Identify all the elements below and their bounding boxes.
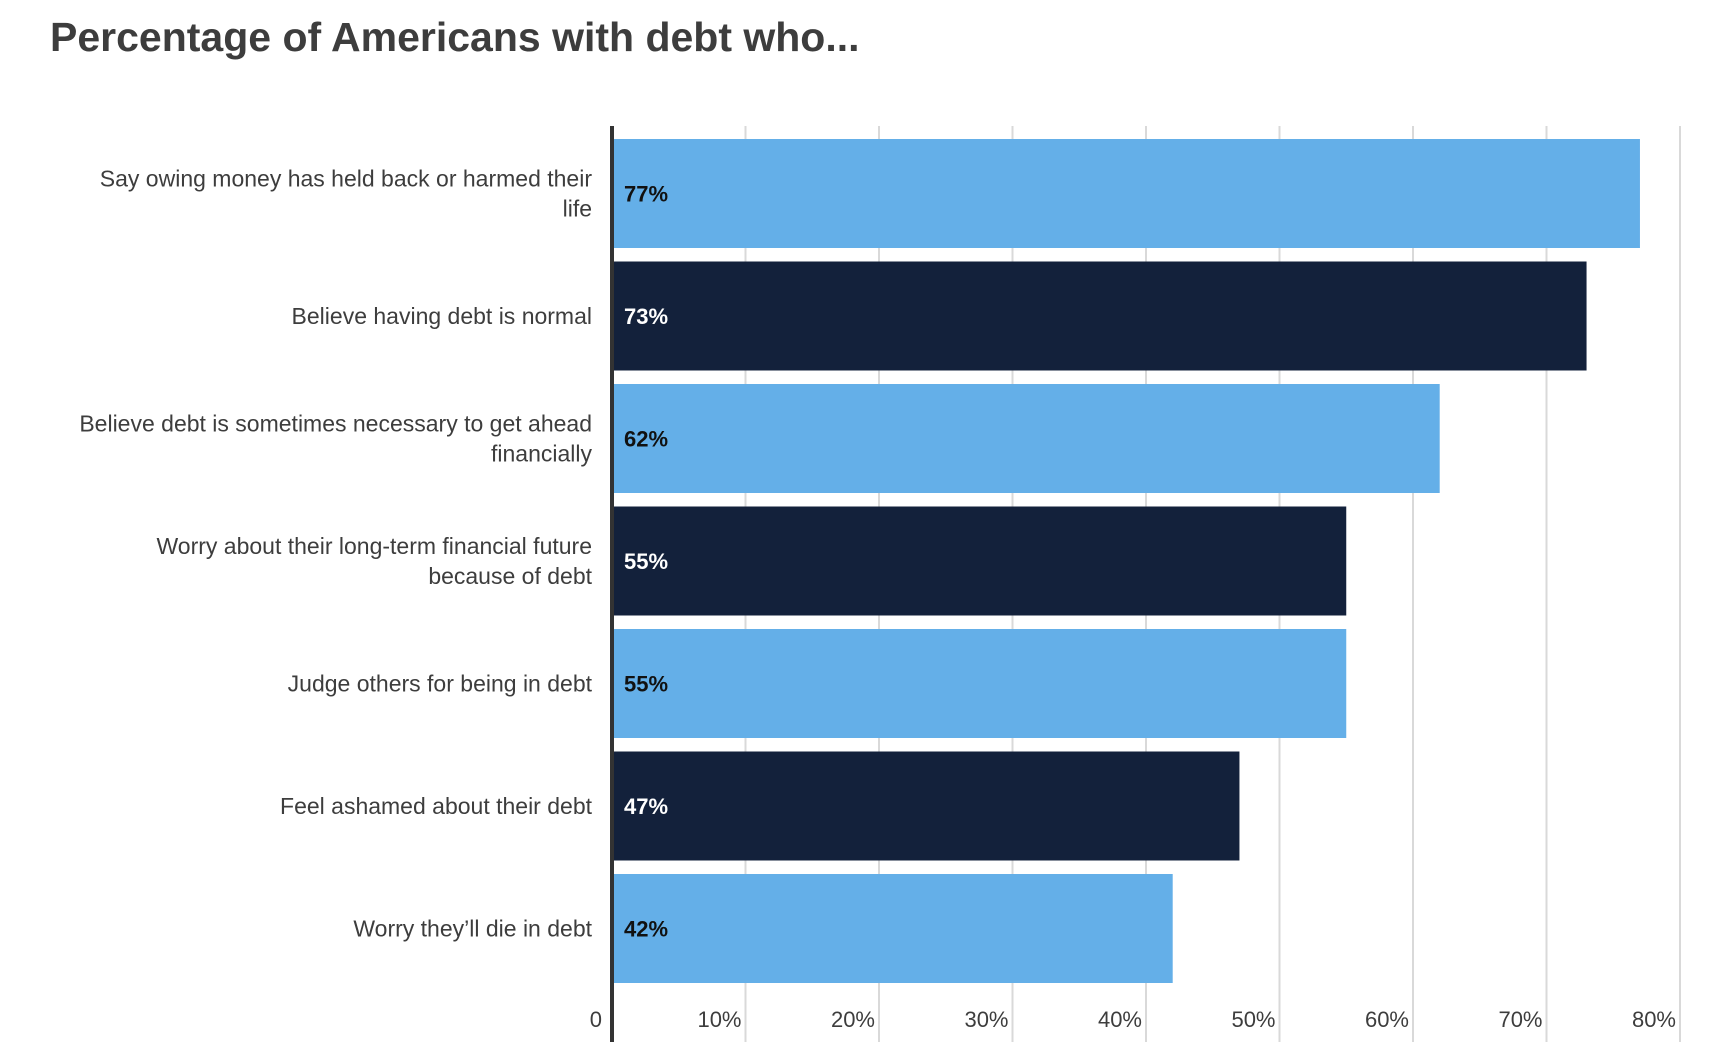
bar [612,874,1173,983]
x-tick-label: 30% [964,1007,1008,1032]
bar [612,506,1347,616]
bar [612,261,1587,371]
bar [612,139,1640,248]
data-label: 55% [624,672,668,697]
data-label: 55% [624,549,668,574]
category-label: Worry they’ll die in debt [353,916,592,942]
x-tick-label: 80% [1632,1007,1676,1032]
category-label: Believe having debt is normal [292,303,592,329]
bar [612,751,1240,861]
bar [612,629,1347,738]
category-labels: Say owing money has held back or harmed … [79,166,592,942]
category-label: Judge others for being in debt [288,671,593,697]
x-tick-label: 0 [590,1007,602,1032]
data-label: 47% [624,794,668,819]
bar [612,384,1440,493]
category-label: Feel ashamed about their debt [280,793,593,819]
x-tick-label: 10% [697,1007,741,1032]
data-label: 62% [624,427,668,452]
data-label: 73% [624,304,668,329]
x-tick-label: 40% [1098,1007,1142,1032]
x-tick-label: 70% [1498,1007,1542,1032]
x-tick-labels: 0 10% 20% 30% 40% 50% 60% 70% 80% [590,1007,1676,1032]
category-label: Believe debt is sometimes necessary to g… [79,411,592,467]
category-label: Worry about their long-term financial fu… [157,533,593,589]
x-tick-label: 50% [1231,1007,1275,1032]
data-label: 77% [624,182,668,207]
chart-title: Percentage of Americans with debt who... [50,14,860,60]
data-label: 42% [624,917,668,942]
category-label: Say owing money has held back or harmed … [100,166,593,222]
bars: 77% 73% 62% 55% 55% 47% 42% [612,139,1640,983]
x-tick-label: 20% [831,1007,875,1032]
x-tick-label: 60% [1365,1007,1409,1032]
